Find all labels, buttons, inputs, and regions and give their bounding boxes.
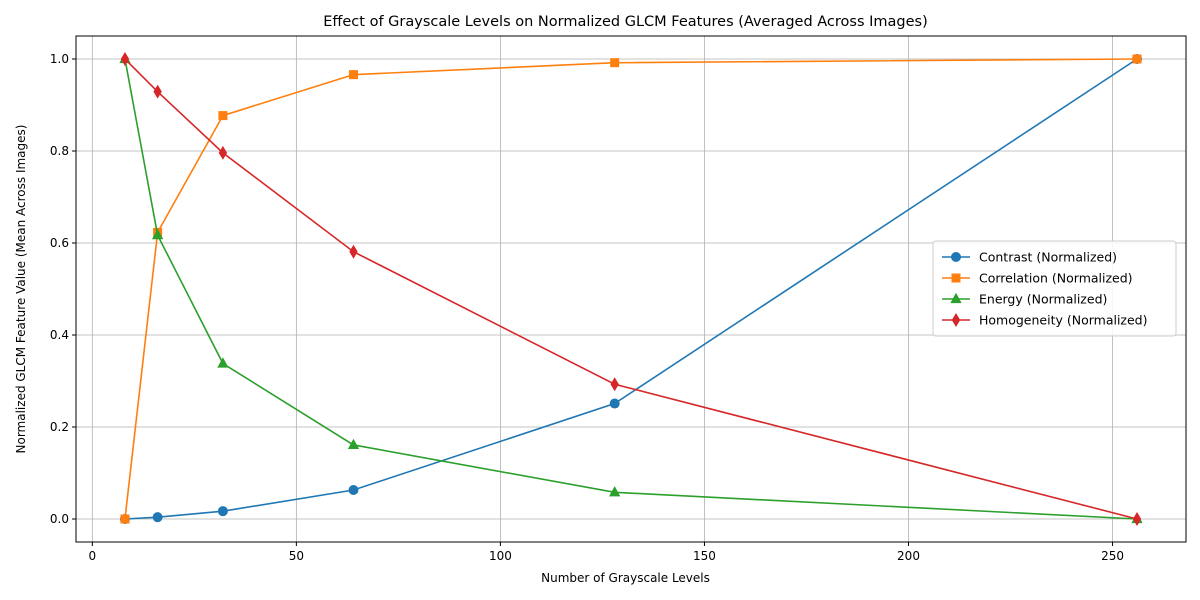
series-line [124,58,1138,520]
x-tick-label: 50 [289,549,304,563]
y-tick-label: 0.4 [50,328,69,342]
data-point [217,357,229,368]
legend-swatch-marker [951,252,961,262]
legend-label: Homogeneity (Normalized) [979,313,1148,328]
data-point [1132,54,1142,64]
y-tick-label: 0.0 [50,512,69,526]
y-tick-label: 1.0 [50,52,69,66]
series-line [124,58,1138,520]
data-point [347,438,360,450]
data-point [151,228,164,240]
legend: Contrast (Normalized) Correlation (Normal… [932,240,1177,337]
legend-swatch-marker [951,313,961,327]
data-point [610,377,619,392]
data-point [609,486,621,497]
data-point [609,398,620,409]
data-point [218,145,228,160]
y-tick-label: 0.8 [50,144,69,158]
legend-swatch-marker [950,292,962,304]
data-point [152,512,163,523]
series-line [124,58,1138,520]
x-tick-label: 100 [489,549,512,563]
chart-title: Effect of Grayscale Levels on Normalized… [323,14,928,30]
data-point [349,244,358,259]
y-axis-label: Normalized GLCM Feature Value (Mean Acro… [14,125,28,454]
x-tick-label: 150 [693,549,716,563]
legend-item: Energy (Normalized) [942,292,1107,307]
y-tick-label: 0.6 [50,236,69,250]
data-point [120,514,130,524]
data-point [218,111,228,121]
data-point [348,485,359,496]
data-point [120,52,130,66]
legend-label: Energy (Normalized) [979,292,1107,307]
series-homogeneity [120,52,1142,526]
legend-box [932,240,1177,337]
legend-label: Contrast (Normalized) [979,250,1117,265]
series-layer [119,52,1143,526]
series-correlation [120,54,1142,524]
plot-frame [75,35,1187,543]
x-tick-label: 250 [1101,549,1124,563]
legend-item: Correlation (Normalized) [942,271,1133,286]
data-point [610,58,620,68]
series-line [124,58,1138,520]
legend-label: Correlation (Normalized) [979,271,1133,286]
data-point [1132,512,1142,526]
legend-item: Contrast (Normalized) [942,250,1117,265]
legend-swatch-marker [951,273,961,283]
x-tick-label: 200 [897,549,920,563]
data-point [349,70,358,80]
axis-ticks: 0 50 100 150 200 250 0.0 0.2 0.4 0.6 0.8 1.0 [50,52,1124,563]
y-tick-label: 0.2 [50,420,69,434]
legend-item: Homogeneity (Normalized) [942,313,1148,328]
data-point [153,84,162,99]
x-tick-label: 0 [89,549,97,563]
x-axis-label: Number of Grayscale Levels [541,571,710,585]
data-point [217,506,228,517]
